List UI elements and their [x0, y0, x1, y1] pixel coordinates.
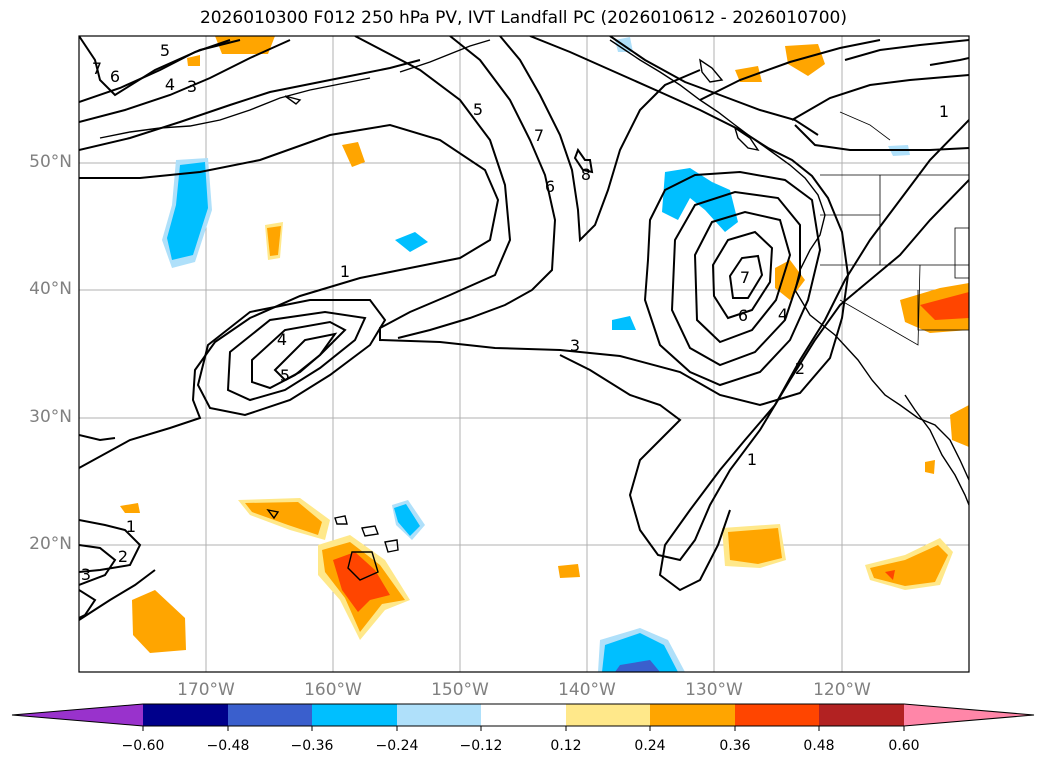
- contour-label: 7: [92, 59, 102, 78]
- map-area: [79, 36, 969, 672]
- contour-8: [573, 147, 594, 174]
- colorbar-extend-low: [12, 704, 143, 726]
- ivt-positive-shading: [120, 36, 969, 653]
- contour-1-northeast: [844, 39, 969, 61]
- contour-label: 3: [187, 77, 197, 96]
- contour-1-northeast-2: [791, 74, 969, 121]
- colorbar-tick-label: −0.60: [121, 738, 165, 754]
- contour-label: 6: [545, 177, 555, 196]
- contour-label: 5: [160, 41, 170, 60]
- lat-label: 30°N: [29, 407, 72, 427]
- colorbar-tick-label: −0.48: [206, 738, 250, 754]
- contour-low-2: [226, 310, 367, 402]
- lon-label: 140°W: [558, 680, 616, 700]
- map-title: 2026010300 F012 250 hPa PV, IVT Landfall…: [199, 8, 847, 28]
- contour-2-tail: [559, 179, 969, 562]
- lon-label: 170°W: [177, 680, 235, 700]
- contour-6-trough: [499, 36, 701, 243]
- contour-label: 4: [165, 75, 175, 94]
- lat-label: 40°N: [29, 279, 72, 299]
- colorbar-tick-label: −0.12: [459, 738, 503, 754]
- contour-1-northeast-3: [794, 124, 969, 151]
- contour-low-1: [196, 299, 387, 417]
- contour-label: 5: [280, 366, 290, 385]
- contour-ridge-outer: [699, 39, 881, 101]
- contour-upper-left-3: [79, 39, 291, 123]
- coastlines: [99, 39, 969, 581]
- contour-label: 2: [118, 547, 128, 566]
- colorbar-tick-label: 0.60: [888, 738, 920, 754]
- contour-label: 4: [778, 305, 788, 324]
- map-frame: [78, 35, 970, 673]
- contour-label: 7: [534, 126, 544, 145]
- colorbar-tick-label: 0.24: [634, 738, 666, 754]
- contour-label: 8: [581, 165, 591, 184]
- contour-sw-2: [79, 544, 117, 586]
- contour-ne-small: [929, 57, 969, 66]
- contour-sw-3: [79, 589, 97, 619]
- contour-upper-left-2: [79, 39, 231, 103]
- contour-sw-4: [79, 569, 156, 621]
- contour-high-outer: [643, 170, 822, 387]
- colorbar-tick-label: 0.48: [803, 738, 835, 754]
- contour-5: [397, 36, 557, 339]
- contour-high-2: [670, 190, 801, 367]
- contour-label: 1: [126, 517, 136, 536]
- lon-label: 160°W: [304, 680, 362, 700]
- pv-contours: [79, 36, 969, 621]
- contour-w-small: [79, 434, 116, 442]
- contour-label: 6: [738, 306, 748, 325]
- contour-label: 2: [795, 359, 805, 378]
- contour-label: 5: [473, 100, 483, 119]
- lat-label: 50°N: [29, 152, 72, 172]
- contour-label: 6: [110, 67, 120, 86]
- colorbar-tick-label: −0.36: [290, 738, 334, 754]
- contour-1-tail: [658, 119, 969, 592]
- lon-label: 120°W: [813, 680, 871, 700]
- colorbar-tick-label: 0.12: [550, 738, 582, 754]
- contour-label: 1: [340, 262, 350, 281]
- contour-upper-left-4: [79, 59, 421, 151]
- contour-label: 1: [939, 102, 949, 121]
- ivt-negative-shading: [162, 37, 910, 672]
- contour-label: 7: [740, 268, 750, 287]
- contour-1-central: [79, 123, 500, 469]
- contour-label: 1: [747, 450, 757, 469]
- colorbar-tick-label: 0.36: [719, 738, 751, 754]
- state-borders: [820, 111, 969, 346]
- colorbar: [11, 703, 1035, 731]
- contour-3: [354, 36, 850, 407]
- gridlines: [79, 36, 969, 672]
- lon-label: 130°W: [685, 680, 743, 700]
- contour-high-4: [711, 230, 774, 320]
- contour-low-4: [273, 332, 338, 382]
- contour-label: 4: [277, 330, 287, 349]
- colorbar-tick-label: −0.24: [375, 738, 419, 754]
- contour-7-ridge: [609, 36, 819, 136]
- contour-sw-1: [79, 519, 142, 573]
- lon-label: 150°W: [431, 680, 489, 700]
- contour-label: 3: [81, 565, 91, 584]
- contour-high-5: [728, 254, 764, 299]
- contour-label-group: 5 4 3 6 7 5 7 6 8 1 4 5 3 7 6 4 2 1 1 1 …: [81, 41, 949, 584]
- colorbar-extend-high: [904, 704, 1034, 726]
- contour-label: 3: [570, 336, 580, 355]
- lat-label: 20°N: [29, 534, 72, 554]
- contour-high-3: [693, 210, 792, 344]
